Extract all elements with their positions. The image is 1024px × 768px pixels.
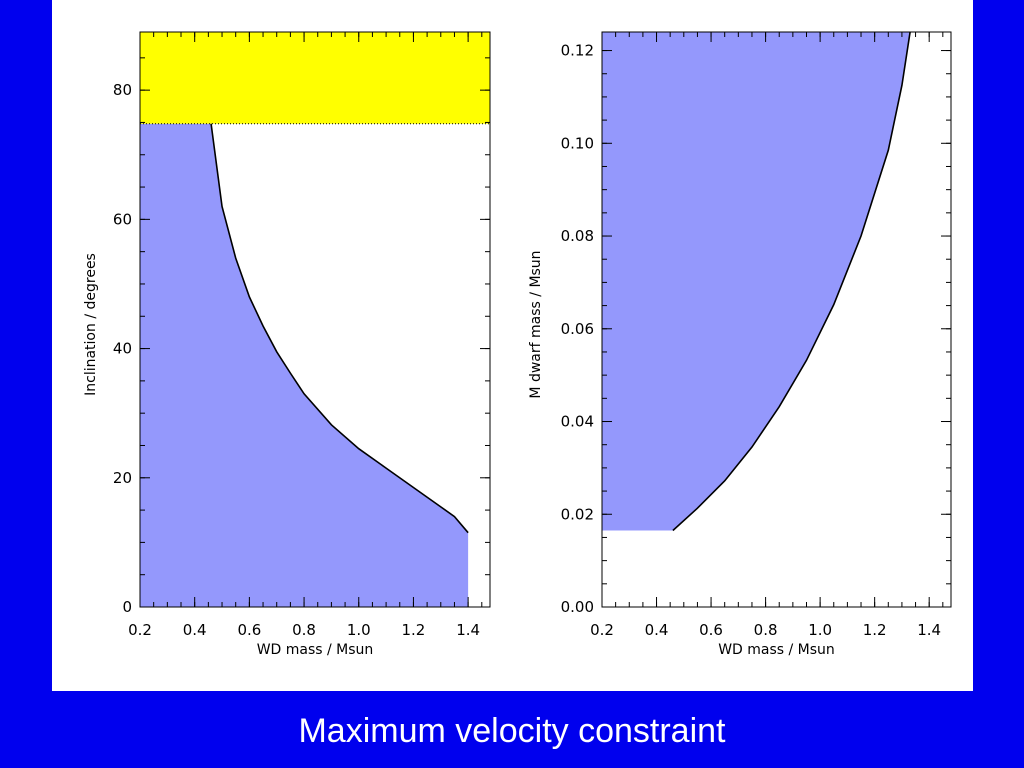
y-tick-label: 0 — [122, 598, 132, 616]
x-tick-label: 1.0 — [808, 621, 832, 639]
boundary-curve — [672, 31, 911, 532]
plot-frame — [139, 31, 491, 608]
m-dwarf-mass-chart: 0.2 0.4 0.6 0.8 1.0 1.2 1.4 0.00 0.02 0.04 0.06 0.0… — [528, 31, 952, 658]
x-axis-label: WD mass / Msun — [257, 642, 374, 658]
y-tick-label: 0.04 — [561, 413, 594, 431]
x-tick-label: 1.4 — [917, 621, 941, 639]
y-tick-label: 0.00 — [561, 598, 594, 616]
x-tick-label: 1.2 — [863, 621, 887, 639]
y-tick-label: 0.06 — [561, 320, 594, 338]
x-tick-label: 0.6 — [699, 621, 723, 639]
y-tick-label: 0.02 — [561, 505, 594, 523]
allowed-region — [140, 123, 469, 607]
y-tick-label: 40 — [113, 340, 132, 358]
x-tick-label: 0.6 — [237, 621, 261, 639]
y-tick-label: 0.08 — [561, 227, 594, 245]
x-tick-label: 1.2 — [402, 621, 426, 639]
y-axis-label: M dwarf mass / Msun — [528, 250, 544, 398]
x-tick-label: 0.8 — [292, 621, 316, 639]
x-tick-label: 0.2 — [590, 621, 614, 639]
x-tick-label: 0.4 — [645, 621, 669, 639]
x-axis-label: WD mass / Msun — [718, 642, 835, 658]
slide-title: Maximum velocity constraint — [298, 712, 726, 750]
allowed-region — [602, 32, 911, 531]
excluded-band — [140, 32, 490, 124]
x-tick-label: 1.0 — [347, 621, 371, 639]
y-tick-label: 80 — [113, 81, 132, 99]
y-tick-label: 20 — [113, 469, 132, 487]
inclination-chart: 0.2 0.4 0.6 0.8 1.0 1.2 1.4 0 20 40 60 80 WD mass / … — [83, 31, 491, 658]
x-tick-label: 0.2 — [128, 621, 152, 639]
boundary-curve — [210, 123, 469, 534]
x-tick-label: 0.4 — [183, 621, 207, 639]
y-tick-label: 0.10 — [561, 134, 594, 152]
x-tick-label: 1.4 — [456, 621, 480, 639]
x-tick-label: 0.8 — [754, 621, 778, 639]
y-tick-label: 0.12 — [561, 42, 594, 60]
plot-frame — [601, 31, 952, 608]
charts-canvas: 0.2 0.4 0.6 0.8 1.0 1.2 1.4 0 20 40 60 80 WD mass / … — [83, 31, 952, 658]
y-tick-label: 60 — [113, 210, 132, 228]
y-axis-label: Inclination / degrees — [83, 253, 99, 396]
